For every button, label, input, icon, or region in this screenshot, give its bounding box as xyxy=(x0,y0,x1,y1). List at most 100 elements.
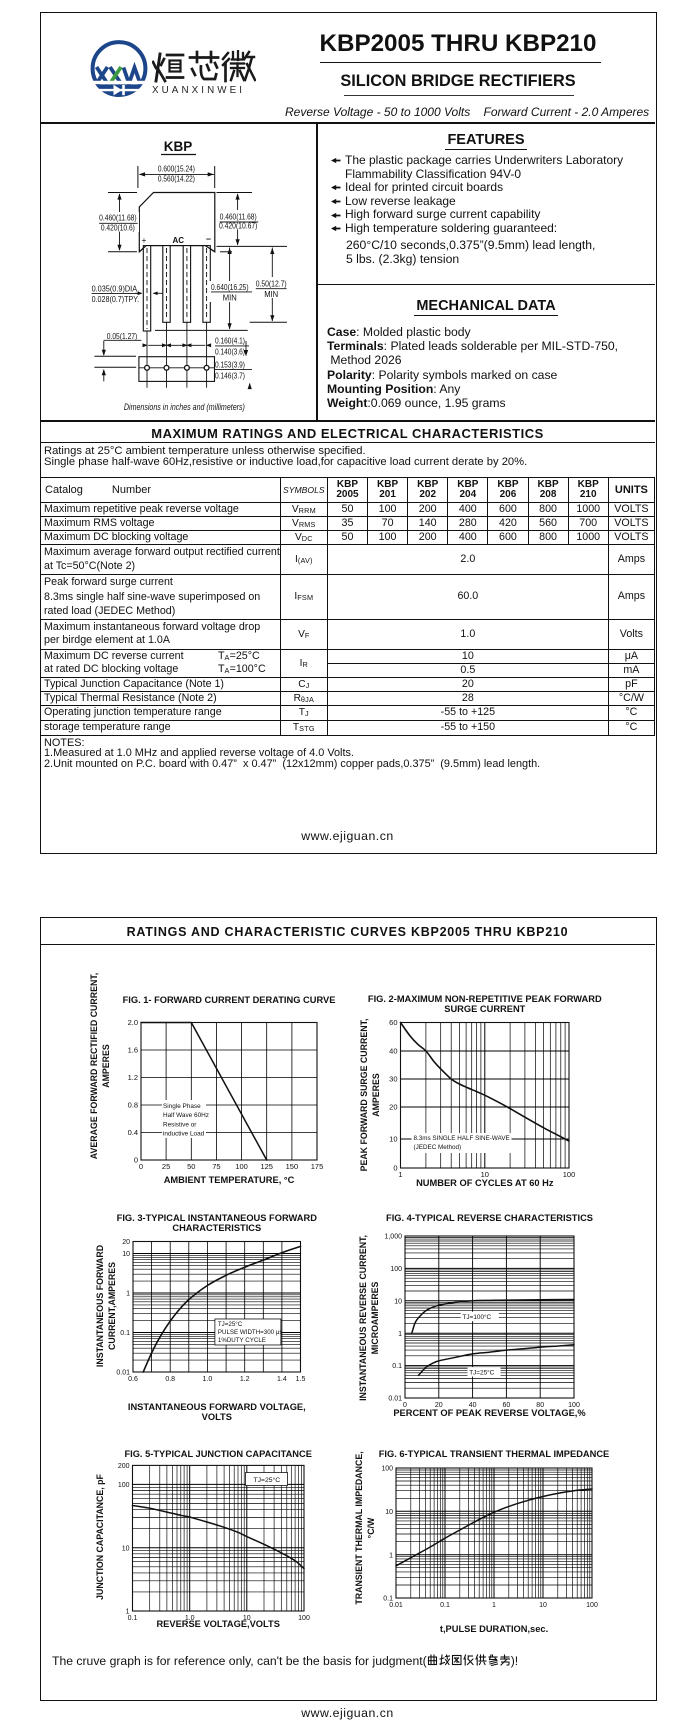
svg-text:0.153(3.9): 0.153(3.9) xyxy=(215,359,245,369)
svg-text:0.600(15.24): 0.600(15.24) xyxy=(158,164,195,174)
svg-text:AC: AC xyxy=(173,236,185,245)
svg-text:0.1: 0.1 xyxy=(120,1330,130,1337)
svg-text:0.035(0.9)DIA.: 0.035(0.9)DIA. xyxy=(92,283,140,293)
svg-text:20: 20 xyxy=(389,1103,397,1112)
svg-text:60: 60 xyxy=(503,1402,511,1409)
svg-text:MICROAMPERES: MICROAMPERES xyxy=(370,1281,380,1354)
svg-text:1.0: 1.0 xyxy=(203,1376,213,1383)
svg-text:AMPERES: AMPERES xyxy=(371,1073,381,1117)
svg-text:INSTANTANEOUS REVERSE CURRENT,: INSTANTANEOUS REVERSE CURRENT, xyxy=(358,1235,368,1401)
svg-text:60: 60 xyxy=(389,1018,397,1027)
svg-text:MIN: MIN xyxy=(264,289,278,299)
svg-text:0.160(4.1): 0.160(4.1) xyxy=(215,335,245,345)
svg-text:TJ=25°C: TJ=25°C xyxy=(254,1476,281,1484)
svg-text:0.01: 0.01 xyxy=(389,1602,403,1609)
svg-text:10: 10 xyxy=(122,1545,130,1552)
svg-text:1%DUTY CYCLE: 1%DUTY CYCLE xyxy=(218,1337,266,1344)
svg-text:0.640(16.25): 0.640(16.25) xyxy=(211,282,249,292)
svg-text:100: 100 xyxy=(298,1615,310,1622)
svg-text:0.1: 0.1 xyxy=(392,1363,402,1370)
svg-text:0.028(0.7)TPY.: 0.028(0.7)TPY. xyxy=(92,294,140,304)
svg-text:0.460(11.68): 0.460(11.68) xyxy=(99,213,137,223)
svg-text:0: 0 xyxy=(134,1156,138,1165)
svg-text:1.2: 1.2 xyxy=(128,1073,138,1082)
svg-text:1.2: 1.2 xyxy=(240,1376,250,1383)
svg-text:100: 100 xyxy=(381,1466,393,1473)
svg-text:NUMBER OF CYCLES AT 60 Hz: NUMBER OF CYCLES AT 60 Hz xyxy=(416,1178,554,1188)
svg-text:INSTANTANEOUS FORWARD: INSTANTANEOUS FORWARD xyxy=(95,1245,105,1367)
svg-text:(JEDEC Method): (JEDEC Method) xyxy=(414,1144,462,1151)
svg-text:PEAK FORWARD SURGE CURRENT,: PEAK FORWARD SURGE CURRENT, xyxy=(359,1019,369,1172)
svg-text:100: 100 xyxy=(235,1162,248,1171)
svg-text:0.01: 0.01 xyxy=(388,1396,402,1403)
svg-text:150: 150 xyxy=(286,1162,299,1171)
svg-text:0.6: 0.6 xyxy=(128,1376,138,1383)
svg-text:0.420(10.6): 0.420(10.6) xyxy=(101,223,135,233)
svg-text:10: 10 xyxy=(243,1615,251,1622)
svg-text:8.3ms SINGLE HALF SINE-WAVE: 8.3ms SINGLE HALF SINE-WAVE xyxy=(414,1135,510,1142)
svg-text:20: 20 xyxy=(122,1239,130,1246)
svg-text:–: – xyxy=(206,234,211,244)
svg-text:TJ=25°C: TJ=25°C xyxy=(469,1369,494,1377)
svg-text:0.8: 0.8 xyxy=(165,1376,175,1383)
svg-text:CURRENT,AMPERES: CURRENT,AMPERES xyxy=(107,1262,117,1350)
svg-text:0.01: 0.01 xyxy=(116,1370,130,1377)
svg-text:200: 200 xyxy=(118,1463,130,1470)
svg-text:TJ=25°C: TJ=25°C xyxy=(218,1321,243,1328)
svg-text:100: 100 xyxy=(118,1482,130,1489)
svg-text:0.420(10.67): 0.420(10.67) xyxy=(219,220,258,230)
svg-text:AMPERES: AMPERES xyxy=(101,1044,111,1088)
svg-text:FIG. 3-TYPICAL INSTANTANEOUS F: FIG. 3-TYPICAL INSTANTANEOUS FORWARD xyxy=(117,1213,318,1223)
svg-text:80: 80 xyxy=(536,1402,544,1409)
svg-text:TJ=100°C: TJ=100°C xyxy=(463,1313,492,1321)
svg-text:0: 0 xyxy=(393,1164,397,1173)
svg-text:0.50(12.7): 0.50(12.7) xyxy=(256,278,287,288)
svg-text:0.146(3.7): 0.146(3.7) xyxy=(215,370,245,380)
svg-text:PULSE WIDTH=300 μs: PULSE WIDTH=300 μs xyxy=(218,1329,283,1336)
svg-text:TRANSIENT THERMAL IMPEDANCE,: TRANSIENT THERMAL IMPEDANCE, xyxy=(354,1451,364,1604)
svg-text:1: 1 xyxy=(398,1331,402,1338)
svg-text:1.6: 1.6 xyxy=(128,1046,138,1055)
svg-text:FIG. 5-TYPICAL JUNCTION CAPACI: FIG. 5-TYPICAL JUNCTION CAPACITANCE xyxy=(124,1449,312,1459)
svg-text:inductive Load: inductive Load xyxy=(163,1131,205,1138)
svg-text:1: 1 xyxy=(389,1552,393,1559)
svg-text:10: 10 xyxy=(385,1509,393,1516)
svg-text:0.4: 0.4 xyxy=(128,1128,138,1137)
svg-text:Resistive or: Resistive or xyxy=(163,1121,197,1128)
svg-text:Half Wave 60Hz: Half Wave 60Hz xyxy=(163,1112,209,1119)
svg-text:0.1: 0.1 xyxy=(128,1615,138,1622)
svg-text:INSTANTANEOUS FORWARD VOLTAGE,: INSTANTANEOUS FORWARD VOLTAGE, xyxy=(128,1402,306,1412)
svg-text:1: 1 xyxy=(126,1291,130,1298)
svg-text:AMBIENT TEMPERATURE, °C: AMBIENT TEMPERATURE, °C xyxy=(164,1175,295,1185)
svg-text:100: 100 xyxy=(563,1170,576,1179)
svg-text:CHARACTERISTICS: CHARACTERISTICS xyxy=(172,1223,261,1233)
svg-text:VOLTS: VOLTS xyxy=(202,1412,232,1422)
svg-text:Single Phase: Single Phase xyxy=(163,1103,201,1110)
svg-text:MIN: MIN xyxy=(223,292,237,302)
svg-text:Dimensions in inches and (mill: Dimensions in inches and (millimeters) xyxy=(124,402,245,412)
svg-text:0: 0 xyxy=(403,1402,407,1409)
svg-text:40: 40 xyxy=(469,1402,477,1409)
svg-text:100: 100 xyxy=(586,1602,598,1609)
svg-text:SURGE CURRENT: SURGE CURRENT xyxy=(444,1004,525,1014)
svg-text:2.0: 2.0 xyxy=(128,1018,138,1027)
svg-text:0.05(1.27): 0.05(1.27) xyxy=(107,331,138,341)
svg-text:100: 100 xyxy=(568,1402,580,1409)
svg-text:0.8: 0.8 xyxy=(128,1101,138,1110)
svg-text:0.560(14.22): 0.560(14.22) xyxy=(158,174,195,184)
svg-text:FIG. 2-MAXIMUM NON-REPETITIVE: FIG. 2-MAXIMUM NON-REPETITIVE PEAK FORWA… xyxy=(368,994,602,1004)
svg-text:1.5: 1.5 xyxy=(296,1376,306,1383)
svg-text:25: 25 xyxy=(162,1162,170,1171)
svg-text:125: 125 xyxy=(260,1162,273,1171)
svg-text:0.140(3.6): 0.140(3.6) xyxy=(215,346,245,356)
svg-text:30: 30 xyxy=(389,1075,397,1084)
svg-text:10: 10 xyxy=(481,1170,489,1179)
svg-text:1: 1 xyxy=(492,1602,496,1609)
svg-text:100: 100 xyxy=(390,1266,402,1273)
svg-text:°C/W: °C/W xyxy=(366,1517,376,1538)
svg-text:75: 75 xyxy=(212,1162,220,1171)
svg-text:1.0: 1.0 xyxy=(185,1615,195,1622)
svg-text:10: 10 xyxy=(389,1135,397,1144)
svg-text:FIG. 6-TYPICAL TRANSIENT THERM: FIG. 6-TYPICAL TRANSIENT THERMAL IMPEDAN… xyxy=(379,1449,610,1459)
svg-text:KBP: KBP xyxy=(164,139,193,154)
